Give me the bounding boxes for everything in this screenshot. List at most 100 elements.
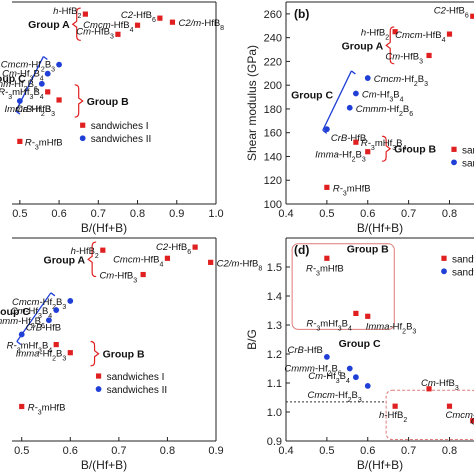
group-c-bracket-end: [15, 110, 21, 115]
point-label: Cm-HfB3: [385, 51, 423, 65]
y-tick-label: 1.2: [267, 349, 282, 361]
data-point: [169, 19, 176, 25]
x-tick-label: 0.6: [51, 208, 66, 220]
group-c-bracket-end: [50, 292, 56, 297]
data-point: [16, 98, 23, 104]
point-label: Imma-Hf2B3: [4, 104, 55, 118]
point-label: C2-HfB6: [471, 417, 474, 431]
point-label: R-3mHfB: [25, 137, 63, 151]
group-a-label: Group A: [28, 19, 70, 31]
group-c-bracket-end: [16, 341, 22, 346]
group-a-label: Group A: [44, 254, 86, 266]
y-tick-label: 180: [264, 104, 282, 116]
x-tick-label: 0.9: [169, 208, 184, 220]
data-point: [346, 104, 353, 111]
y-axis-title: B/G: [245, 329, 259, 350]
point-label: Cm-Hf3B4: [308, 371, 350, 385]
group-a-bracket: [87, 241, 97, 278]
data-point: [324, 184, 330, 190]
legend-marker-sandwiches-2: [79, 135, 86, 142]
data-point: [470, 13, 474, 19]
legend-marker-sandwiches-1: [451, 146, 457, 152]
y-tick-label: 1.3: [267, 320, 282, 332]
point-label: Imma-Hf2B3: [366, 321, 417, 335]
data-point: [100, 247, 106, 253]
data-point: [157, 15, 163, 21]
group-c-label: Group C: [0, 306, 30, 318]
x-tick-label: 1.0: [208, 208, 223, 220]
legend-marker-sandwiches-2: [95, 386, 102, 392]
x-tick-label: 0.5: [319, 445, 334, 457]
data-point: [46, 317, 52, 324]
group-c-bracket-end: [351, 70, 356, 75]
panel-a: 0.5 0.6 0.7 0.8 0.9 1.0 B/(Hf+B) Group A Group B…: [0, 1, 224, 235]
x-tick-label: 0.7: [111, 445, 126, 457]
point-label: Cmcm-Hf2B3: [12, 297, 66, 311]
data-point: [426, 52, 432, 59]
data-point: [323, 354, 330, 360]
group-b-bracket: [74, 84, 84, 118]
point-label: Cmcm-Hf2B3: [1, 60, 55, 74]
x-tick-label: 0.6: [63, 445, 78, 457]
point-label: R-3mHfB: [28, 402, 66, 416]
data-point: [53, 307, 60, 313]
data-point: [134, 22, 141, 28]
data-point: [67, 298, 74, 304]
group-a-label: Group A: [342, 40, 384, 52]
x-axis-title: B/(Hf+B): [357, 458, 403, 472]
point-label: R-3mHf3B4: [7, 341, 53, 355]
point-label: Imma-Hf2B3: [315, 150, 366, 164]
x-axis-title: B/(Hf+B): [357, 221, 403, 235]
x-tick-label: 0.7: [91, 208, 106, 220]
x-axis-title: B/(Hf+B): [81, 458, 127, 472]
x-tick-label: 0.5: [12, 208, 27, 220]
x-tick-label: 0.6: [360, 445, 375, 457]
data-point: [18, 331, 25, 338]
group-c-label: Group C: [291, 90, 333, 102]
data-point: [115, 31, 121, 37]
legend-label-sandwiches-1: sar: [462, 145, 474, 156]
y-tick-label: 1.4: [267, 291, 282, 303]
data-point: [346, 365, 353, 372]
legend-marker-sandwiches-1: [441, 255, 447, 261]
data-point: [19, 403, 25, 410]
panel-label: (d): [294, 243, 309, 257]
x-tick-label: 0.5: [14, 445, 29, 457]
data-point: [446, 403, 453, 409]
point-label: Cmcm-Hf2B3: [374, 74, 428, 88]
data-point: [38, 80, 45, 87]
point-label: h-HfB2: [379, 410, 407, 424]
group-b-box: [291, 243, 395, 330]
x-tick-label: 0.9: [208, 445, 223, 457]
data-point: [324, 255, 330, 261]
point-label: Cm-HfB3: [421, 378, 459, 392]
data-point: [392, 29, 398, 35]
group-a-bracket: [385, 26, 395, 65]
legend-label-sandwiches-1: sandwiches I: [91, 121, 149, 132]
legend-label-sandwiches-1: sandw: [452, 254, 474, 265]
point-label: R-3mHf3B4: [361, 138, 407, 152]
data-point: [352, 90, 359, 97]
point-label: CrB-HfB: [16, 104, 51, 115]
point-label: Cmcm-Hf2B3: [307, 390, 361, 404]
x-tick-label: 0.8: [130, 208, 145, 220]
data-point: [45, 89, 51, 95]
data-point: [426, 386, 432, 392]
data-point: [56, 61, 62, 68]
group-c-bracket: [322, 70, 352, 131]
point-label: CrB-HfB: [26, 322, 61, 333]
legend-label-sandwiches-1: sandwiches I: [107, 372, 165, 383]
panel-b: 0.4 0.5 0.6 0.7 0.8 100 120 140 160 180 200 220 240 2…: [245, 1, 474, 235]
point-label: R-3mHfB: [333, 183, 371, 197]
group-b-label: Group B: [87, 96, 129, 108]
data-point: [365, 313, 371, 319]
panel-label: (b): [294, 7, 309, 21]
data-point: [353, 139, 359, 145]
x-axis-title: B/(Hf+B): [81, 221, 127, 235]
x-tick-label: 0.6: [360, 208, 375, 220]
point-label: Cmmm-Hf2B6: [0, 79, 38, 93]
point-label: Cm-Hf3B4: [362, 89, 404, 103]
x-tick-label: 0.8: [442, 445, 457, 457]
group-c-label: Group C: [339, 338, 381, 350]
y-tick-label: 1.0: [267, 407, 282, 419]
